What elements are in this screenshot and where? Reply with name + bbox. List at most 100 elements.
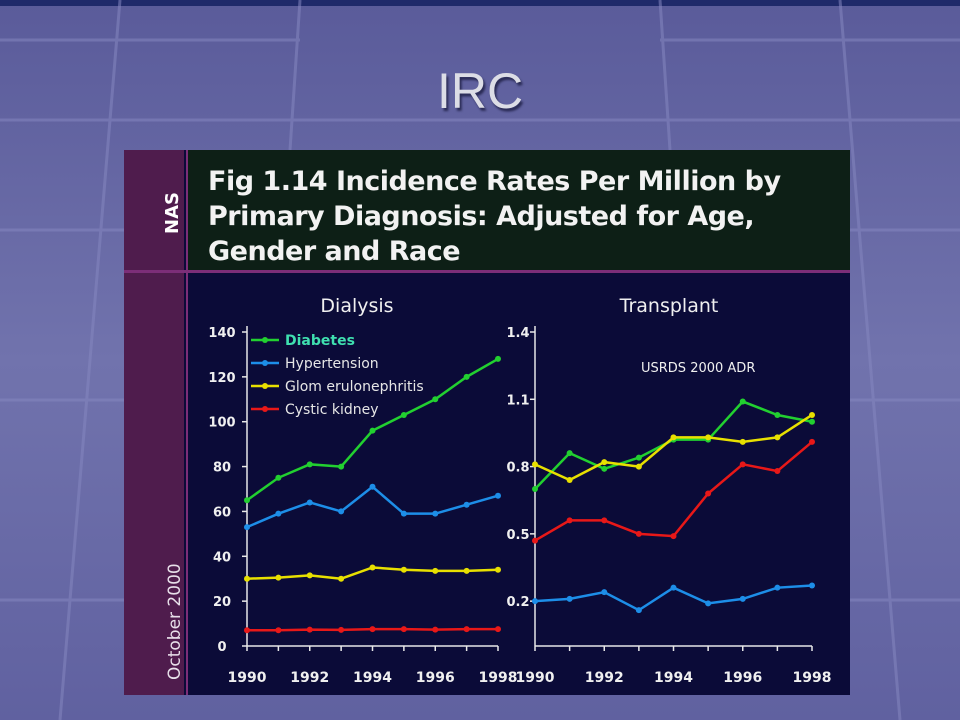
data-point xyxy=(670,434,677,441)
data-point xyxy=(244,524,250,531)
data-point xyxy=(338,463,345,470)
data-point xyxy=(275,627,282,634)
data-point xyxy=(774,468,781,475)
data-point xyxy=(532,598,538,605)
data-point xyxy=(244,575,250,582)
slide-title: IRC xyxy=(436,63,524,119)
data-point xyxy=(306,572,313,579)
data-point xyxy=(495,626,501,633)
data-point xyxy=(400,566,407,573)
legend-label: Cystic kidney xyxy=(285,402,379,418)
data-point xyxy=(400,411,407,418)
data-point xyxy=(432,396,439,403)
data-point xyxy=(635,463,642,470)
data-point xyxy=(601,517,608,524)
data-point xyxy=(369,427,376,434)
data-point xyxy=(495,355,501,362)
data-point xyxy=(275,510,282,517)
data-point xyxy=(635,607,642,614)
y-tick-label: 140 xyxy=(208,326,235,341)
chart-title: Dialysis xyxy=(320,295,393,317)
data-point xyxy=(601,465,608,472)
chart-annotation: USRDS 2000 ADR xyxy=(641,361,755,376)
data-point xyxy=(809,411,815,418)
y-tick-label: 20 xyxy=(213,595,231,610)
data-point xyxy=(670,584,677,591)
y-tick-label: 60 xyxy=(213,505,231,520)
data-point xyxy=(739,398,746,405)
data-point xyxy=(809,438,815,445)
x-tick-label: 1992 xyxy=(585,670,624,686)
plot-background xyxy=(192,291,850,695)
data-point xyxy=(566,517,573,524)
x-tick-label: 1998 xyxy=(479,670,518,686)
chart-area: Dialysis 0 20 40 60 80 100 120 140 1990 1992 1994 19… xyxy=(192,291,850,695)
y-tick-label: 100 xyxy=(208,416,235,431)
x-tick-label: 1994 xyxy=(353,670,392,686)
x-tick-label: 1990 xyxy=(228,670,267,686)
x-tick-label: 1998 xyxy=(793,670,832,686)
y-tick-label: 80 xyxy=(213,461,231,476)
data-point xyxy=(601,589,608,596)
figure-header xyxy=(188,150,850,270)
data-point xyxy=(774,434,781,441)
y-tick-label: 0.8 xyxy=(506,461,529,476)
y-tick-label: 1.4 xyxy=(506,326,529,341)
data-point xyxy=(338,626,345,633)
legend-marker xyxy=(262,337,268,343)
data-point xyxy=(306,461,313,468)
data-point xyxy=(809,418,815,425)
data-point xyxy=(275,574,282,581)
legend-marker xyxy=(262,383,268,389)
y-tick-label: 0 xyxy=(217,640,226,655)
figure-panel: Fig 1.14 Incidence Rates Per Million by … xyxy=(124,150,850,695)
x-tick-label: 1990 xyxy=(516,670,555,686)
data-point xyxy=(400,626,407,633)
y-tick-label: 0.5 xyxy=(506,528,529,543)
data-point xyxy=(338,575,345,582)
data-point xyxy=(774,584,781,591)
data-point xyxy=(244,497,250,504)
data-point xyxy=(566,450,573,457)
x-tick-label: 1996 xyxy=(416,670,455,686)
data-point xyxy=(705,434,712,441)
data-point xyxy=(369,564,376,571)
data-point xyxy=(432,626,439,633)
data-point xyxy=(306,499,313,506)
data-point xyxy=(774,411,781,418)
data-point xyxy=(532,486,538,492)
data-point xyxy=(566,477,573,484)
data-point xyxy=(809,582,815,589)
data-point xyxy=(635,530,642,537)
legend-label: Diabetes xyxy=(285,333,355,349)
data-point xyxy=(739,438,746,445)
figure-title-line: Gender and Race xyxy=(208,236,461,267)
data-point xyxy=(495,566,501,573)
x-tick-label: 1992 xyxy=(290,670,329,686)
y-tick-label: 40 xyxy=(213,550,231,565)
data-point xyxy=(495,492,501,499)
data-point xyxy=(635,454,642,461)
chart-title: Transplant xyxy=(619,295,719,317)
data-point xyxy=(244,627,250,634)
sidebar-rule xyxy=(186,150,188,695)
data-point xyxy=(532,461,538,468)
data-point xyxy=(400,510,407,517)
data-point xyxy=(566,595,573,602)
data-point xyxy=(306,626,313,633)
legend-marker xyxy=(262,360,268,366)
header-rule xyxy=(124,270,850,273)
figure-title-line: Primary Diagnosis: Adjusted for Age, xyxy=(208,201,755,232)
data-point xyxy=(705,600,712,607)
y-tick-label: 120 xyxy=(208,371,235,386)
data-point xyxy=(670,533,677,540)
data-point xyxy=(432,567,439,574)
x-tick-label: 1994 xyxy=(654,670,693,686)
data-point xyxy=(338,508,345,515)
legend-marker xyxy=(262,406,268,412)
data-point xyxy=(463,567,470,574)
data-point xyxy=(369,626,376,633)
x-tick-label: 1996 xyxy=(723,670,762,686)
data-point xyxy=(601,459,608,466)
legend-label: Glom erulonephritis xyxy=(285,379,424,395)
